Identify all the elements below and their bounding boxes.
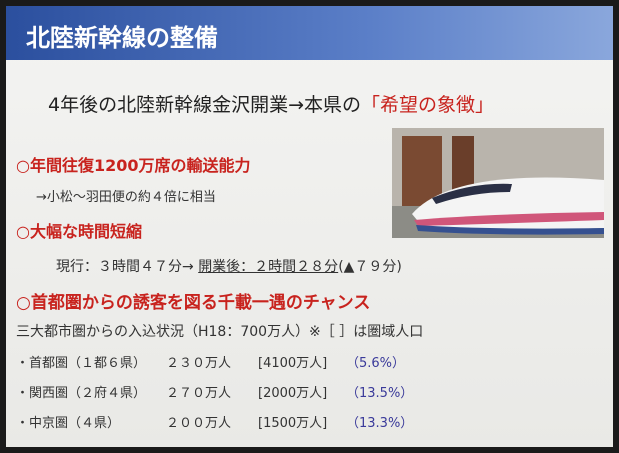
cell: [1500万人] [258, 412, 346, 431]
detail: →小松～羽田便の約４倍に相当 [36, 186, 216, 205]
detail: (▲７９分) [338, 259, 402, 275]
cell: ２００万人 [166, 412, 258, 431]
cell: ２７０万人 [166, 382, 258, 401]
note: 三大都市圏からの入込状況（H18：700万人）※［ ］は圏域人口 [16, 321, 423, 341]
heading: ○大幅な時間短縮 [16, 218, 142, 242]
cell: ・関西圏（２府４県） [16, 382, 166, 401]
cell: [4100万人] [258, 352, 346, 371]
cell: （5.6%） [346, 352, 416, 371]
detail: 現行：３時間４７分→ [56, 259, 194, 275]
row: ・関西圏（２府４県）２７０万人[2000万人]（13.5%） [16, 382, 416, 401]
header-bar: 北陸新幹線の整備 [6, 6, 613, 60]
page: {"header":{"title":"北陸新幹線の整備"}, "subtitl… [0, 0, 619, 453]
cell: （13.3%） [346, 412, 416, 431]
subtitle: 4年後の北陸新幹線金沢開業→本県の「希望の象徴」 [48, 90, 494, 117]
heading: ○年間往復1200万席の輸送能力 [16, 152, 251, 176]
row: ・中京圏（４県）２００万人[1500万人]（13.3%） [16, 412, 416, 431]
slide: 北陸新幹線の整備 4年後の北陸新幹線金沢開業→本県の「希望の象徴」 ○年間往復1… [6, 6, 613, 447]
subtitle-text: 4年後の北陸新幹線金沢開業→本県の [48, 94, 361, 116]
subtitle-highlight: 「希望の象徴」 [361, 94, 494, 116]
title: 北陸新幹線の整備 [26, 18, 218, 53]
cell: ・首都圏（１都６県） [16, 352, 166, 371]
train-photo [392, 128, 604, 238]
cell: ２３０万人 [166, 352, 258, 371]
detail-underlined: 開業後：２時間２８分 [198, 259, 338, 275]
row: ・首都圏（１都６県）２３０万人[4100万人]（5.6%） [16, 352, 416, 371]
cell: ・中京圏（４県） [16, 412, 166, 431]
cell: （13.5%） [346, 382, 416, 401]
cell: [2000万人] [258, 382, 346, 401]
heading: ○首都圏からの誘客を図る千載一遇のチャンス [16, 288, 370, 313]
